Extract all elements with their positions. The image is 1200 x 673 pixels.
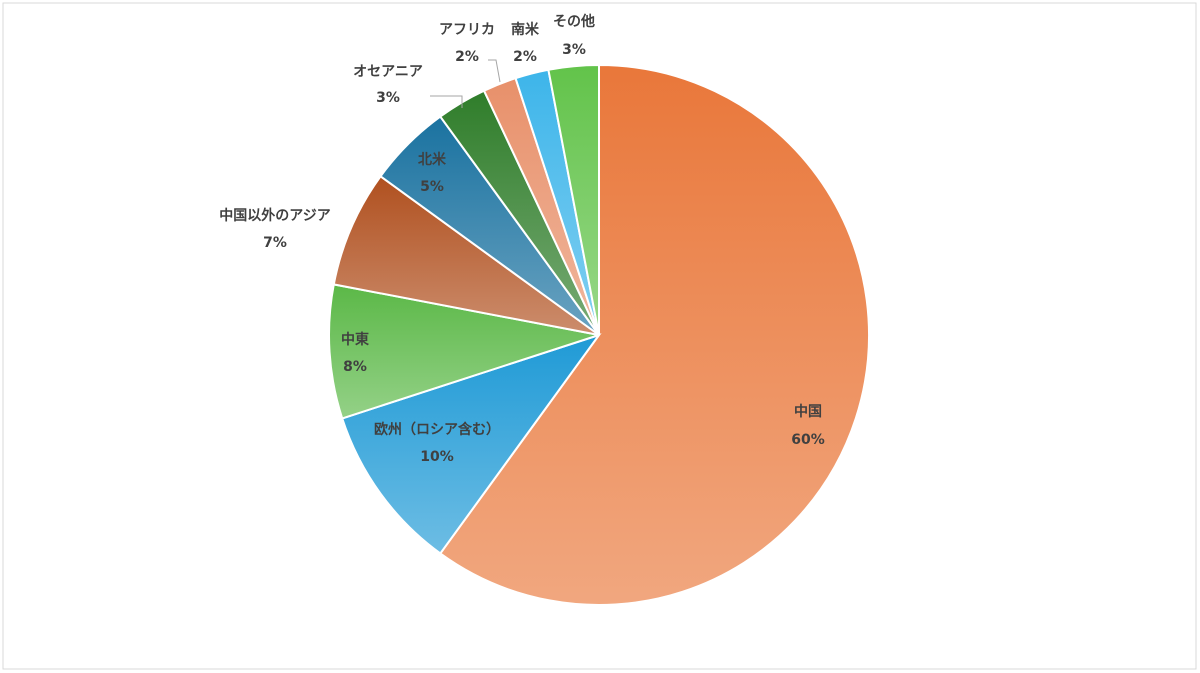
pie-slice — [332, 174, 600, 336]
slice-label: その他 — [553, 13, 595, 30]
pie-slice — [328, 283, 600, 420]
leader-line — [488, 59, 501, 83]
leader-line — [430, 95, 463, 108]
pie-slice — [547, 63, 600, 336]
slice-value-label: 2% — [455, 49, 479, 65]
slice-value-label: 7% — [263, 235, 287, 251]
slice-label: 中国以外のアジア — [219, 207, 330, 224]
slice-value-label: 5% — [420, 179, 444, 195]
pie-slice — [438, 63, 870, 606]
slice-value-label: 3% — [376, 90, 400, 106]
slice-value-label: 3% — [562, 42, 586, 58]
slice-value-label: 60% — [791, 432, 825, 448]
slice-value-label: 10% — [420, 449, 454, 465]
slice-value-label: 2% — [513, 49, 537, 65]
slice-label: オセアニア — [353, 64, 423, 80]
slice-label: 中国 — [794, 403, 822, 420]
slice-label: 中東 — [341, 331, 369, 348]
slice-label: 欧州（ロシア含む） — [374, 421, 500, 438]
slice-label: 北米 — [418, 151, 447, 168]
slice-label: 南米 — [511, 21, 540, 38]
pie-slice — [340, 333, 602, 555]
slice-label: アフリカ — [439, 22, 495, 38]
slice-value-label: 8% — [343, 359, 367, 375]
